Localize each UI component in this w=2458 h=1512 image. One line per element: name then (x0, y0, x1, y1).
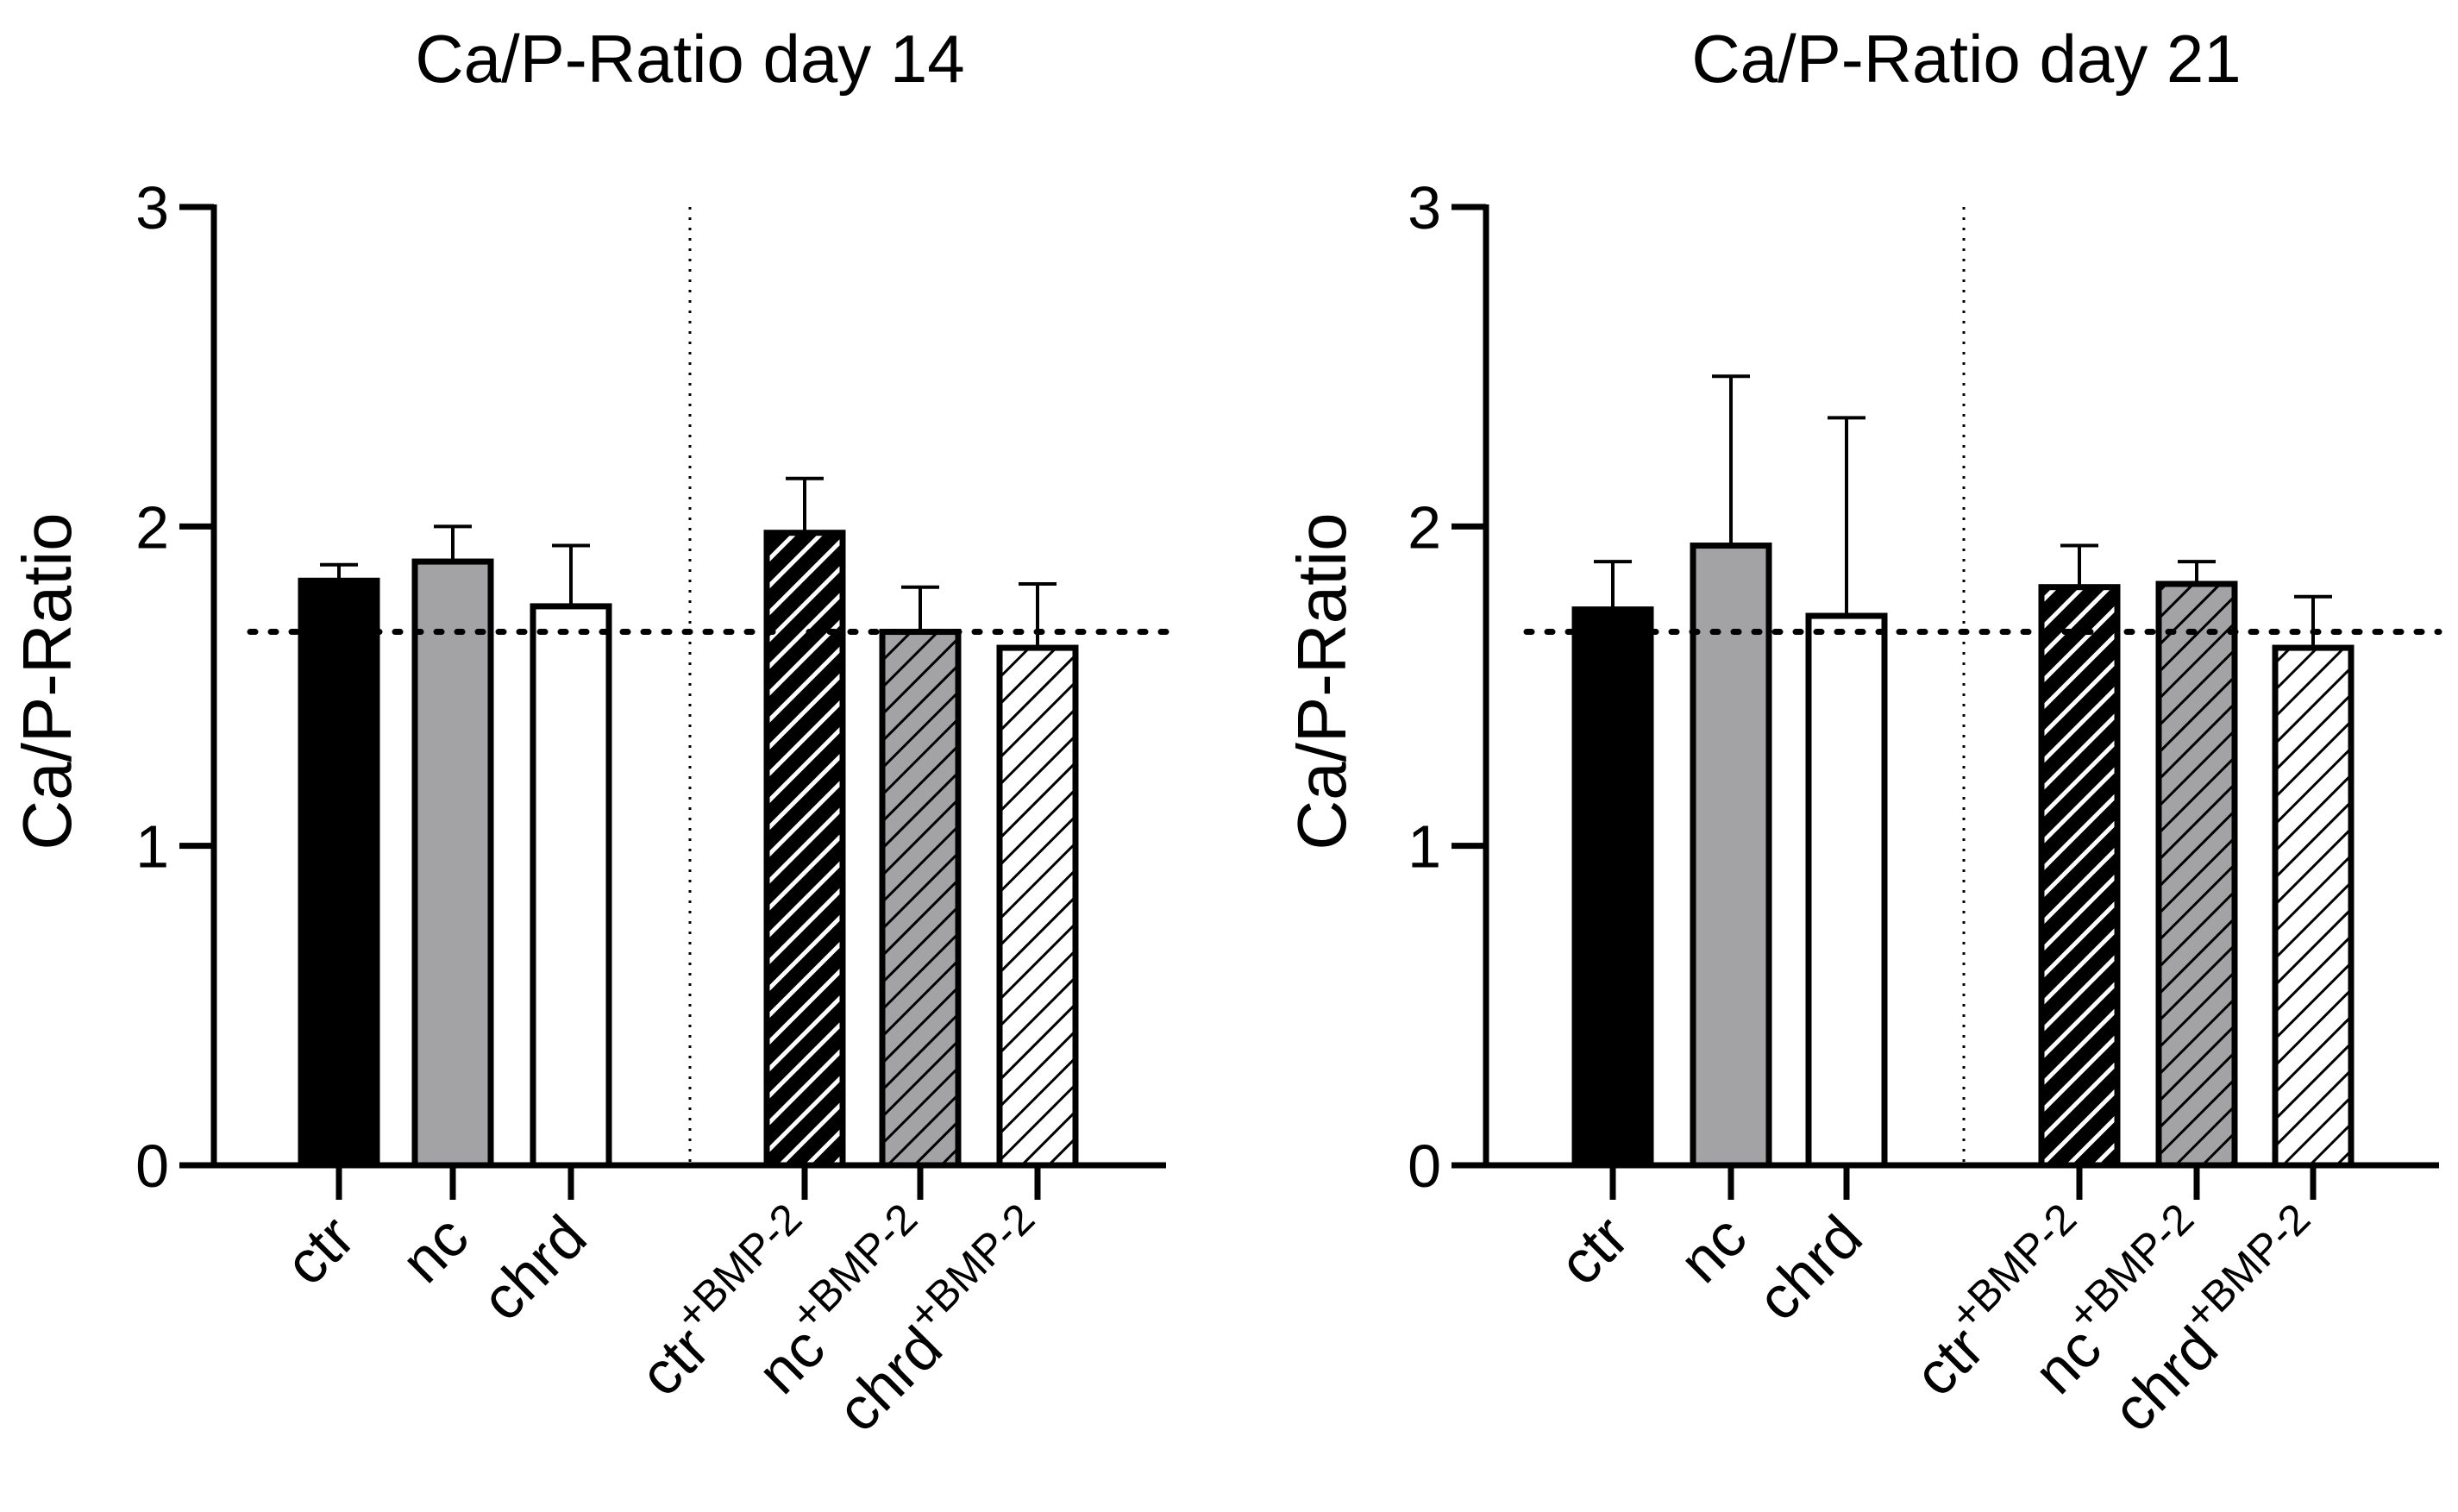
y-tick-label: 2 (135, 493, 169, 561)
bar-chrd-bmp2 (996, 644, 1079, 1169)
bar-nc-bmp2 (879, 629, 962, 1169)
x-tick-label: ctr (1546, 1202, 1640, 1297)
bar-ctr-bmp2 (763, 530, 846, 1169)
x-tick-label: chrd+BMP-2 (816, 1195, 1066, 1445)
bar-ctr (298, 577, 380, 1169)
y-axis-label: Ca/P-Ratio (9, 512, 85, 850)
bar-chrd (1805, 612, 1888, 1169)
bar-nc (411, 558, 494, 1169)
bar-chrd-bmp2 (2272, 644, 2355, 1169)
y-tick-label: 2 (1408, 493, 1441, 561)
y-axis-label: Ca/P-Ratio (1283, 512, 1360, 850)
x-tick-label: chrd+BMP-2 (2091, 1195, 2342, 1445)
y-tick-label: 1 (135, 813, 169, 881)
bar-chrd (530, 603, 612, 1169)
chart-title: Ca/P-Ratio day 14 (415, 21, 964, 97)
y-tick-label: 1 (1408, 813, 1441, 881)
y-tick-label: 3 (1408, 174, 1441, 242)
x-tick-label: nc (388, 1202, 480, 1295)
y-tick-label: 0 (135, 1132, 169, 1200)
bar-ctr (1571, 606, 1654, 1169)
x-tick-label: chrd (468, 1202, 599, 1333)
bar-nc-bmp2 (2155, 580, 2238, 1169)
bar-nc (1690, 543, 1772, 1169)
x-tick-label: chrd (1744, 1202, 1874, 1333)
y-tick-label: 3 (135, 174, 169, 242)
x-tick-label: ctr (272, 1202, 367, 1297)
x-tick-label: nc (1666, 1202, 1759, 1295)
bar-ctr-bmp2 (2038, 584, 2121, 1169)
chart-title: Ca/P-Ratio day 21 (1691, 21, 2241, 97)
y-tick-label: 0 (1408, 1132, 1441, 1200)
